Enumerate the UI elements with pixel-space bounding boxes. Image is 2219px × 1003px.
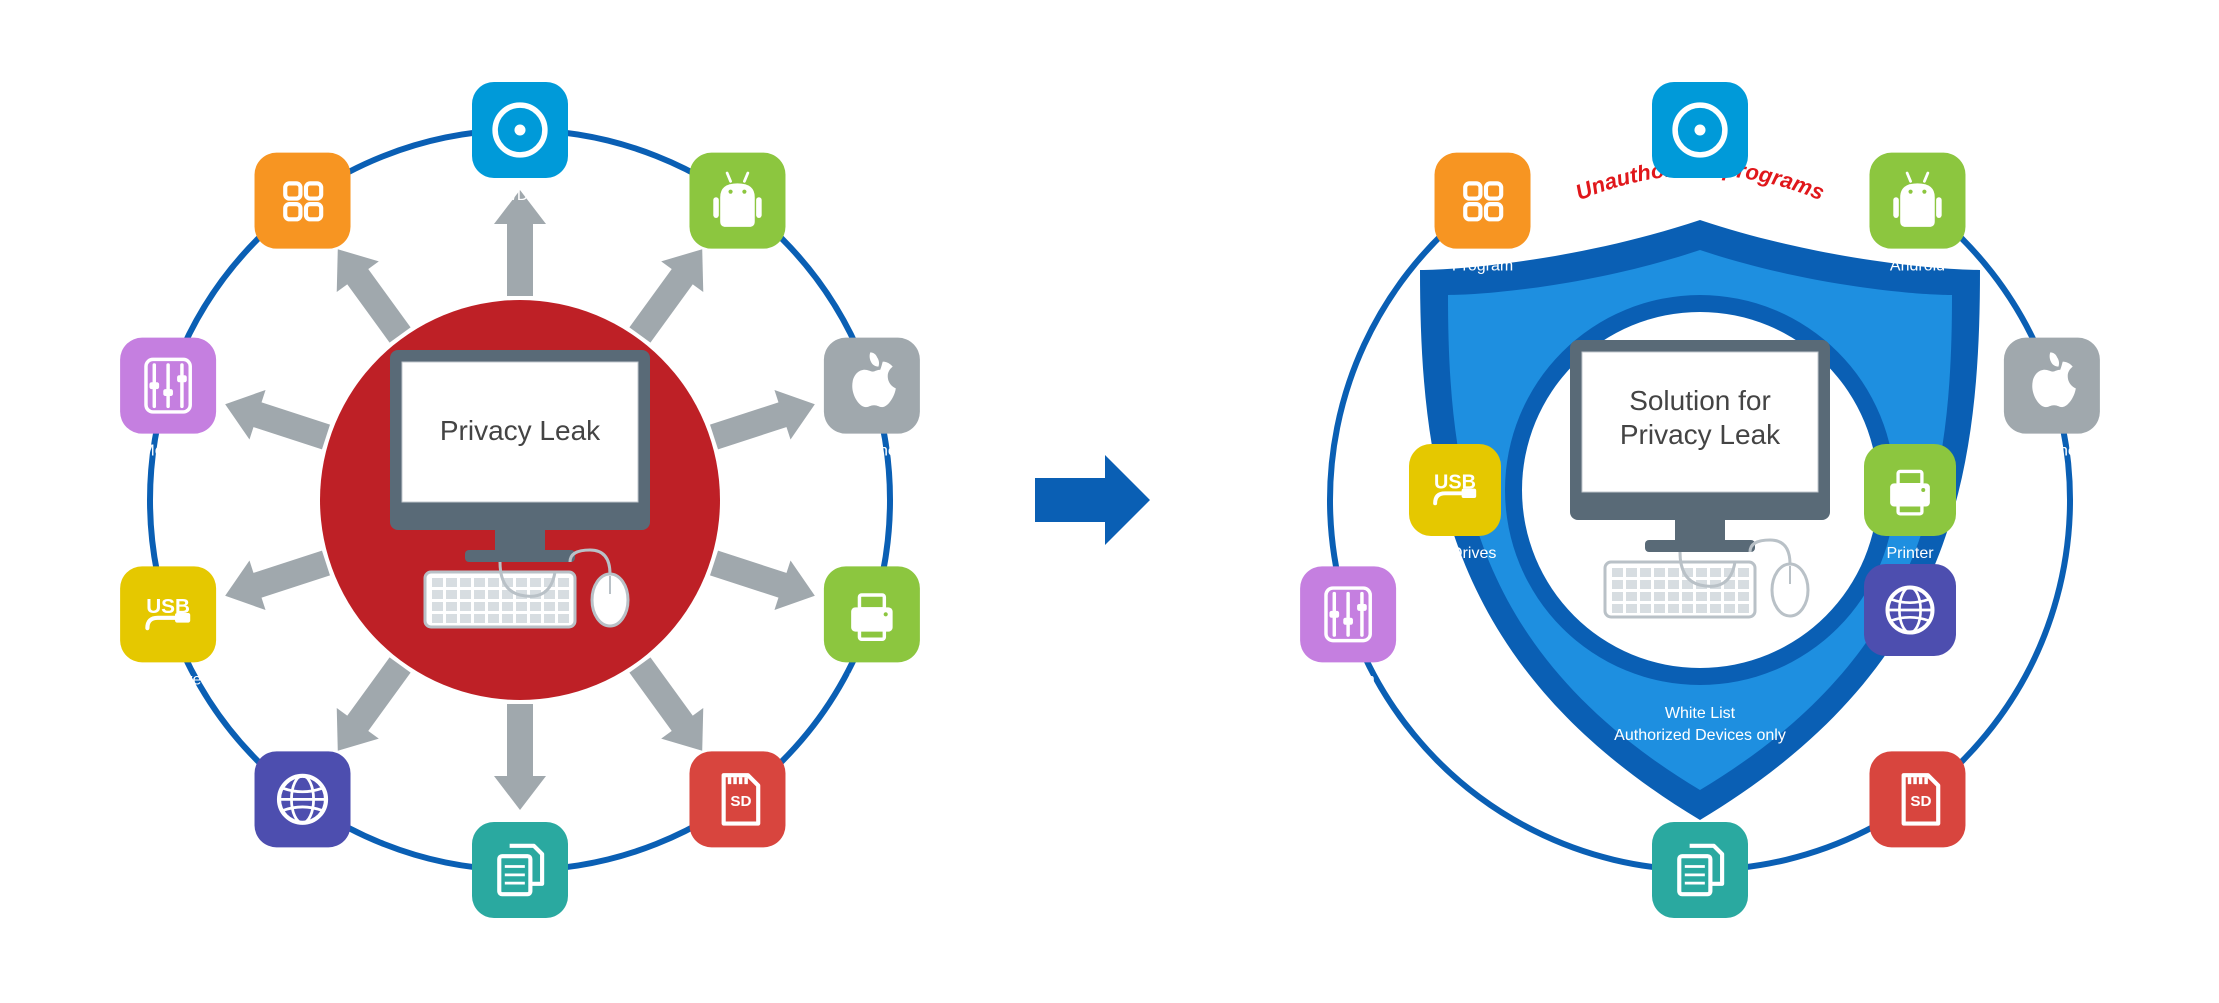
node-usb: USBUSB Drives xyxy=(1409,444,1501,562)
infographic-root: Privacy Leak CD/DVD Android iPhone Printer SD… xyxy=(0,0,2219,1003)
node-copy: Copy xyxy=(1652,822,1748,944)
node-label-usb: USB Drives xyxy=(127,671,210,688)
node-label-cd_dvd: CD/DVD xyxy=(1669,187,1730,204)
node-label-website: Website xyxy=(1881,665,1939,682)
node-label-website: Website xyxy=(274,856,332,873)
computer-illustration: Solution forPrivacy Leak xyxy=(1570,340,1830,617)
leak-arrow xyxy=(337,249,400,335)
node-label-program: Program xyxy=(272,258,333,275)
node-label-sd_card: SD card xyxy=(709,856,767,873)
node-label-iphone: iPhone xyxy=(847,443,897,460)
screen-text-2: Privacy Leak xyxy=(1620,419,1781,450)
leak-arrow xyxy=(225,390,326,439)
sliders-icon xyxy=(146,359,190,412)
node-label-iphone: iPhone xyxy=(2027,443,2077,460)
whitelist-line2: Authorized Devices only xyxy=(1614,727,1786,744)
node-program: Program xyxy=(255,153,351,275)
node-label-copy: Copy xyxy=(501,927,538,944)
node-label-program: Program xyxy=(1452,258,1513,275)
node-printer: Printer xyxy=(824,566,920,688)
leak-arrow xyxy=(225,561,326,610)
transition-arrow xyxy=(1035,455,1150,545)
leak-arrow xyxy=(494,190,546,296)
node-label-printer: Printer xyxy=(848,671,896,688)
leak-arrow xyxy=(714,390,815,439)
leak-arrow xyxy=(494,704,546,810)
node-usb: USBUSB Drives xyxy=(120,566,216,688)
node-label-copy: Copy xyxy=(1681,927,1718,944)
svg-text:SD: SD xyxy=(1910,793,1931,810)
node-sd_card: SD SD card xyxy=(1869,751,1965,873)
screen-text: Privacy Leak xyxy=(440,415,601,446)
node-copy: Copy xyxy=(472,822,568,944)
node-modem: Modem xyxy=(120,338,216,460)
svg-text:SD: SD xyxy=(730,793,751,810)
node-label-sd_card: SD card xyxy=(1889,856,1947,873)
leak-arrow xyxy=(714,561,815,610)
node-sd_card: SD SD card xyxy=(689,751,785,873)
node-cd_dvd: CD/DVD xyxy=(472,82,568,204)
node-label-usb: USB Drives xyxy=(1414,545,1497,562)
node-android: Android xyxy=(1869,153,1965,275)
computer-illustration: Privacy Leak xyxy=(390,350,650,627)
leak-arrow xyxy=(337,665,400,751)
leak-arrow xyxy=(640,665,703,751)
node-website: Website xyxy=(255,751,351,873)
right-diagram: Solution forPrivacy LeakUnauthorized pro… xyxy=(1300,82,2100,944)
node-iphone: iPhone xyxy=(2004,338,2100,460)
node-label-android: Android xyxy=(1890,258,1945,275)
node-modem: Modem xyxy=(1300,566,1396,688)
node-label-modem: Modem xyxy=(1321,671,1374,688)
node-label-printer: Printer xyxy=(1886,545,1934,562)
node-cd_dvd: CD/DVD xyxy=(1652,82,1748,204)
node-program: Program xyxy=(1435,153,1531,275)
screen-text-1: Solution for xyxy=(1629,385,1771,416)
node-label-cd_dvd: CD/DVD xyxy=(489,187,550,204)
sliders-icon xyxy=(1326,588,1370,641)
node-android: Android xyxy=(689,153,785,275)
leak-arrow xyxy=(640,249,703,335)
whitelist-line1: White List xyxy=(1665,705,1736,722)
node-label-modem: Modem xyxy=(141,443,194,460)
node-label-android: Android xyxy=(710,258,765,275)
node-iphone: iPhone xyxy=(824,338,920,460)
left-diagram: Privacy Leak CD/DVD Android iPhone Printer SD… xyxy=(120,82,920,944)
